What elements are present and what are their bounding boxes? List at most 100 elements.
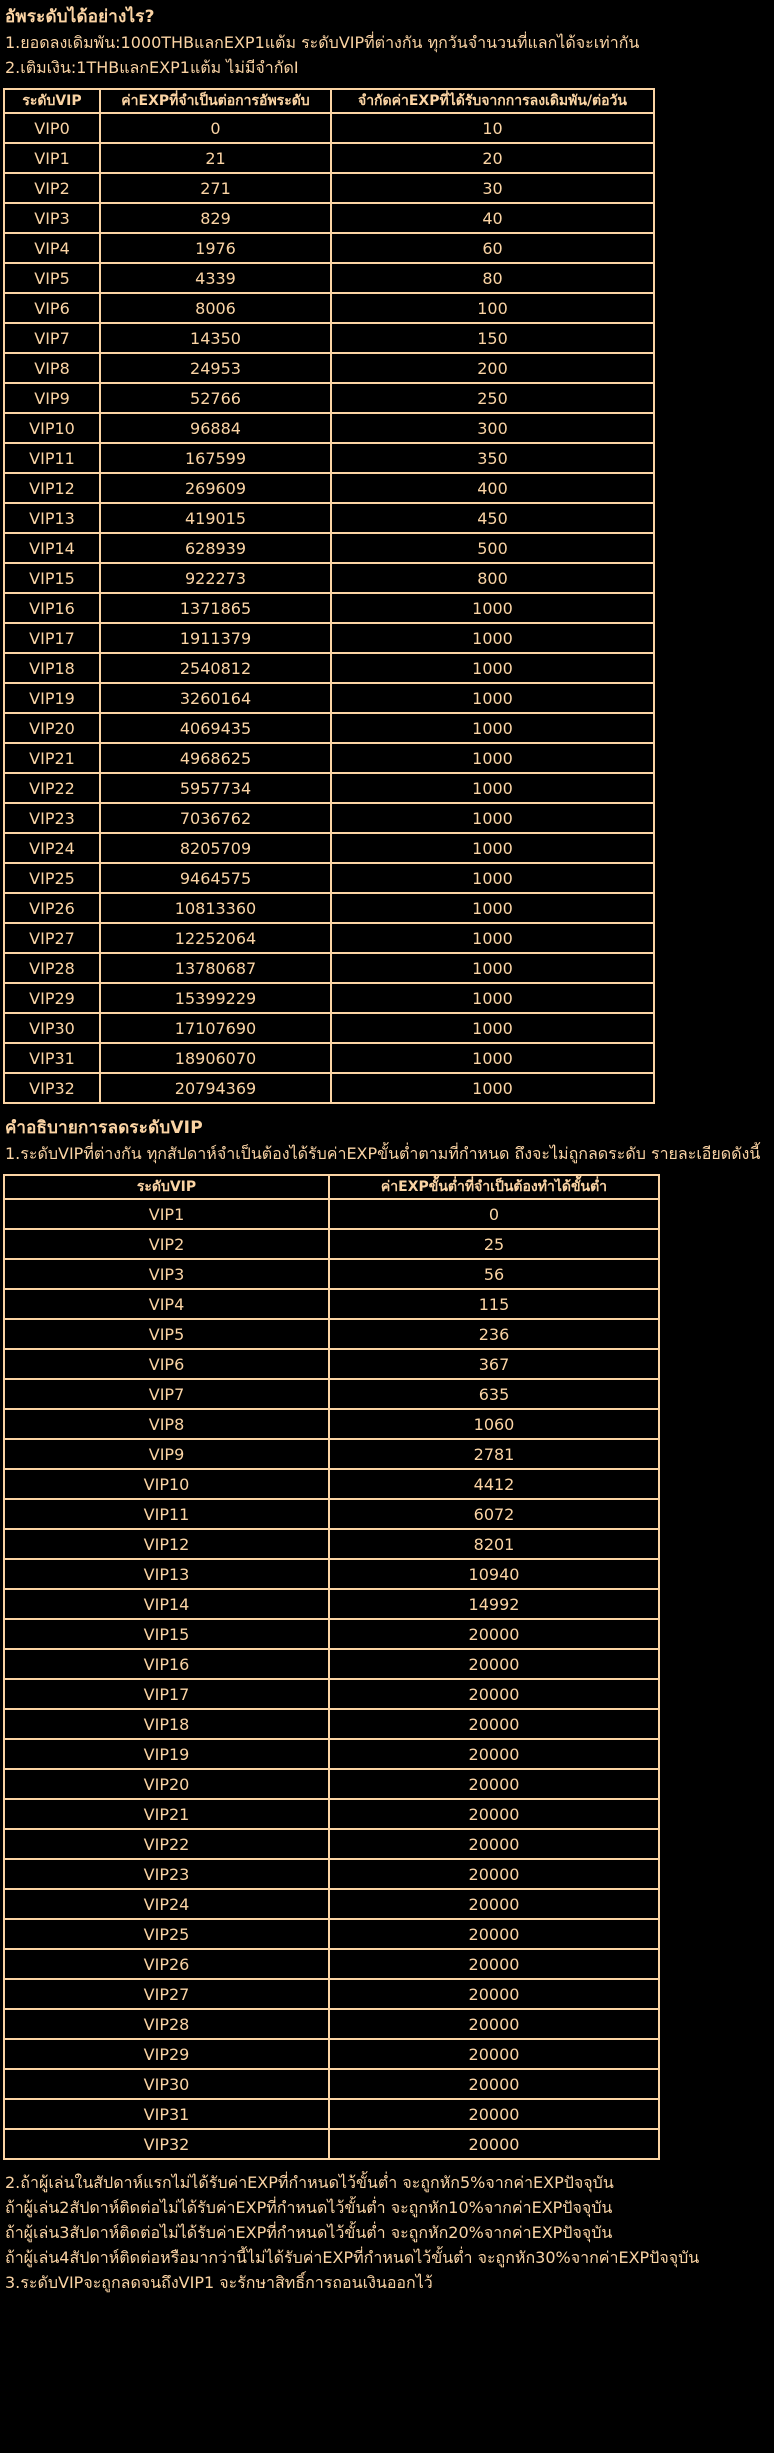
- column-header: ระดับVIP: [3, 88, 101, 114]
- table-row: VIP32 20794369 1000: [3, 1072, 655, 1104]
- table-cell: 150: [330, 322, 655, 354]
- table-row: VIP27 12252064 1000: [3, 922, 655, 954]
- table-cell: 60: [330, 232, 655, 264]
- table-cell: VIP26: [3, 1948, 330, 1980]
- table-cell: VIP19: [3, 682, 101, 714]
- table-cell: 20000: [328, 1708, 660, 1740]
- table-cell: 24953: [99, 352, 332, 384]
- table-row: VIP18 20000: [3, 1708, 660, 1740]
- table-cell: VIP21: [3, 1798, 330, 1830]
- table-cell: VIP12: [3, 472, 101, 504]
- table-row: VIP23 20000: [3, 1858, 660, 1890]
- table-cell: 800: [330, 562, 655, 594]
- table-cell: VIP27: [3, 1978, 330, 2010]
- table-row: VIP23 7036762 1000: [3, 802, 655, 834]
- table-row: VIP9 2781: [3, 1438, 660, 1470]
- table-row: VIP6 367: [3, 1348, 660, 1380]
- table-row: VIP20 4069435 1000: [3, 712, 655, 744]
- table-cell: 0: [99, 112, 332, 144]
- table-cell: VIP22: [3, 1828, 330, 1860]
- table-row: VIP25 20000: [3, 1918, 660, 1950]
- table-cell: 635: [328, 1378, 660, 1410]
- table-cell: VIP10: [3, 1468, 330, 1500]
- table-cell: VIP14: [3, 532, 101, 564]
- table-cell: 1000: [330, 772, 655, 804]
- table-cell: VIP7: [3, 322, 101, 354]
- table-cell: 419015: [99, 502, 332, 534]
- table-cell: VIP23: [3, 1858, 330, 1890]
- header-row: ระดับVIP ค่าEXPที่จำเป็นต่อการอัพระดับ จำก…: [3, 88, 655, 114]
- intro-line-1: 1.ยอดลงเดิมพัน:1000THBแลกEXP1แต้ม ระดับV…: [5, 33, 640, 52]
- table-cell: 3260164: [99, 682, 332, 714]
- table-cell: VIP26: [3, 892, 101, 924]
- table-cell: VIP28: [3, 952, 101, 984]
- table-cell: VIP3: [3, 202, 101, 234]
- table-cell: 12252064: [99, 922, 332, 954]
- table-cell: VIP18: [3, 1708, 330, 1740]
- table-cell: 450: [330, 502, 655, 534]
- table-cell: VIP17: [3, 1678, 330, 1710]
- table-cell: 271: [99, 172, 332, 204]
- table-row: VIP22 5957734 1000: [3, 772, 655, 804]
- table-row: VIP25 9464575 1000: [3, 862, 655, 894]
- table-cell: 20: [330, 142, 655, 174]
- table-cell: 56: [328, 1258, 660, 1290]
- table-cell: 20000: [328, 1918, 660, 1950]
- table-cell: VIP19: [3, 1738, 330, 1770]
- footer-line-1: 2.ถ้าผู้เล่นในสัปดาห์แรกไม่ได้รับค่าEXPท…: [5, 2173, 614, 2192]
- table-cell: 4412: [328, 1468, 660, 1500]
- table-cell: VIP28: [3, 2008, 330, 2040]
- table-cell: 20794369: [99, 1072, 332, 1104]
- table-cell: 10: [330, 112, 655, 144]
- table-cell: 300: [330, 412, 655, 444]
- table-cell: 20000: [328, 1648, 660, 1680]
- table-cell: 1000: [330, 682, 655, 714]
- table-cell: 10940: [328, 1558, 660, 1590]
- table-row: VIP15 20000: [3, 1618, 660, 1650]
- table-cell: 250: [330, 382, 655, 414]
- table-body: VIP1 0 VIP2 25 VIP3 56 VIP4 115 VIP5 236 VIP6 367 VI…: [3, 1198, 660, 2160]
- table-row: VIP1 0: [3, 1198, 660, 1230]
- table-row: VIP5 236: [3, 1318, 660, 1350]
- table-cell: VIP21: [3, 742, 101, 774]
- vip-levelup-table: ระดับVIP ค่าEXPที่จำเป็นต่อการอัพระดับ จำก…: [3, 88, 655, 1104]
- table-cell: 367: [328, 1348, 660, 1380]
- table-cell: VIP29: [3, 982, 101, 1014]
- table-row: VIP18 2540812 1000: [3, 652, 655, 684]
- table-cell: 40: [330, 202, 655, 234]
- table-cell: 20000: [328, 1888, 660, 1920]
- table-cell: 1000: [330, 1012, 655, 1044]
- table-cell: VIP25: [3, 862, 101, 894]
- table-cell: VIP11: [3, 442, 101, 474]
- table-row: VIP10 96884 300: [3, 412, 655, 444]
- table-cell: VIP6: [3, 1348, 330, 1380]
- table-cell: VIP29: [3, 2038, 330, 2070]
- table-row: VIP15 922273 800: [3, 562, 655, 594]
- table-row: VIP31 20000: [3, 2098, 660, 2130]
- table-cell: 922273: [99, 562, 332, 594]
- table-row: VIP7 635: [3, 1378, 660, 1410]
- table-cell: 20000: [328, 1798, 660, 1830]
- table-row: VIP1 21 20: [3, 142, 655, 174]
- table-cell: VIP31: [3, 2098, 330, 2130]
- table-cell: 400: [330, 472, 655, 504]
- table-cell: 8205709: [99, 832, 332, 864]
- table-cell: VIP5: [3, 1318, 330, 1350]
- table-cell: VIP7: [3, 1378, 330, 1410]
- table-cell: 4069435: [99, 712, 332, 744]
- table-cell: 100: [330, 292, 655, 324]
- table-cell: 628939: [99, 532, 332, 564]
- table-row: VIP7 14350 150: [3, 322, 655, 354]
- table-cell: VIP17: [3, 622, 101, 654]
- table-row: VIP2 25: [3, 1228, 660, 1260]
- table-row: VIP12 8201: [3, 1528, 660, 1560]
- table-cell: VIP31: [3, 1042, 101, 1074]
- table-cell: VIP15: [3, 1618, 330, 1650]
- table-cell: 14992: [328, 1588, 660, 1620]
- table-cell: VIP24: [3, 832, 101, 864]
- demote-title: คำอธิบายการลดระดับVIP: [5, 1118, 203, 1138]
- table-row: VIP11 167599 350: [3, 442, 655, 474]
- table-row: VIP28 20000: [3, 2008, 660, 2040]
- vip-info-page: อัพระดับได้อย่างไร? 1.ยอดลงเดิมพัน:1000T…: [3, 7, 760, 2292]
- table-cell: 2540812: [99, 652, 332, 684]
